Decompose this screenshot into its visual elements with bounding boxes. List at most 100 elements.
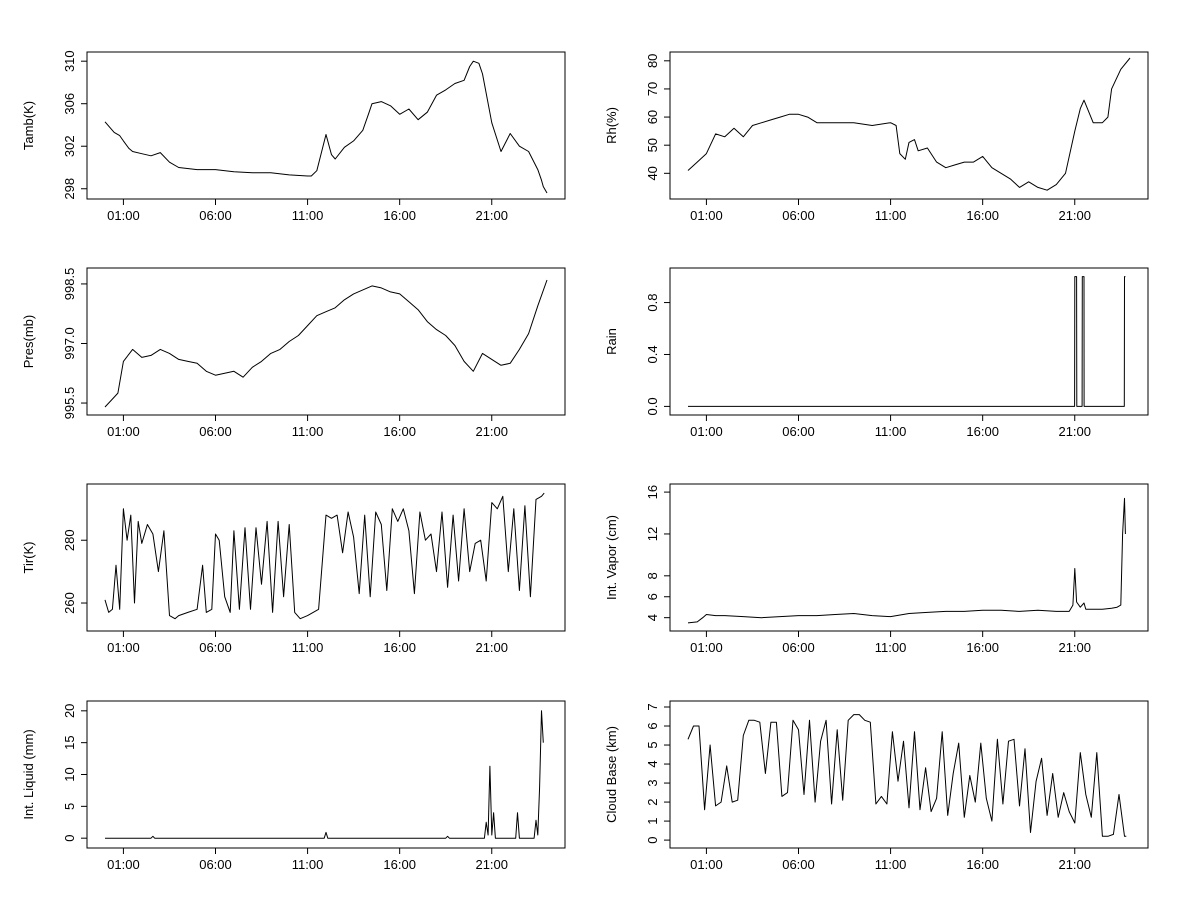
panel-8: 01:00 06:00 11:00 16:00 21:00 0 1 2 3 4 5 6 7 Cloud B… — [604, 700, 1149, 872]
panel-1-xtick-label: 11:00 — [292, 208, 324, 223]
panel-3-ylabel: Pres(mb) — [21, 315, 36, 368]
panel-8-ytick-label: 3 — [645, 779, 660, 786]
panel-7-ytick-label: 260 — [62, 592, 77, 614]
panel-2: 01:00 06:00 11:00 16:00 21:00 40 50 60 70 80 Rh(%) — [604, 51, 1149, 223]
panel-5-xtick-label: 11:00 — [875, 640, 907, 655]
panel-3-xtick-label: 06:00 — [199, 424, 232, 439]
panel-5-xtick-label: 16:00 — [966, 640, 999, 655]
panel-5-xtick-label: 01:00 — [690, 640, 723, 655]
panel-6-ytick-label: 0 — [62, 835, 77, 842]
panel-1-series-line — [104, 60, 548, 194]
panel-1-ytick-label: 310 — [62, 50, 77, 72]
panel-7: 01:00 06:00 11:00 16:00 21:00 260 280 Tir(K) — [21, 483, 566, 655]
panel-7-ylabel: Tir(K) — [21, 541, 36, 573]
panel-5-ylabel: Int. Vapor (cm) — [604, 515, 619, 600]
panel-4-xtick-label: 21:00 — [1058, 424, 1091, 439]
panel-4: 01:00 06:00 11:00 16:00 21:00 0.0 0.4 0.8 Rain — [604, 267, 1149, 439]
panel-2-ytick-label: 80 — [645, 54, 660, 68]
panel-8-xtick-label: 01:00 — [690, 857, 723, 872]
panel-1-ylabel: Tamb(K) — [21, 101, 36, 150]
panel-3-xtick-label: 01:00 — [107, 424, 140, 439]
panel-1-ytick-label: 298 — [62, 178, 77, 200]
panel-2-ytick-label: 50 — [645, 138, 660, 152]
panel-4-series-line — [688, 276, 1126, 407]
panel-6: 01:00 06:00 11:00 16:00 21:00 0 5 10 15 20 Int. Li… — [21, 700, 566, 872]
panel-2-xtick-label: 16:00 — [966, 208, 999, 223]
panel-2-frame — [669, 51, 1149, 200]
panel-2-xtick-label: 21:00 — [1058, 208, 1091, 223]
panel-6-frame — [86, 700, 566, 849]
panel-2-ytick-label: 60 — [645, 110, 660, 124]
panel-5-series-line — [687, 497, 1126, 624]
panel-5-ytick-label: 4 — [645, 614, 660, 621]
panel-4-xtick-label: 11:00 — [875, 424, 907, 439]
panel-5-ytick-label: 8 — [645, 572, 660, 579]
panel-3-xtick-label: 11:00 — [292, 424, 324, 439]
panel-2-series-line — [687, 57, 1131, 191]
panel-3-frame — [86, 267, 566, 416]
panel-1-xtick-label: 21:00 — [475, 208, 508, 223]
panel-7-xtick-label: 01:00 — [107, 640, 140, 655]
panel-5-ytick-label: 6 — [645, 593, 660, 600]
panel-6-ytick-label: 15 — [62, 735, 77, 749]
panel-4-ylabel: Rain — [604, 328, 619, 355]
panel-4-xtick-label: 16:00 — [966, 424, 999, 439]
panel-8-ytick-label: 6 — [645, 722, 660, 729]
panel-3-series-line — [104, 279, 548, 408]
panel-4-xtick-label: 01:00 — [690, 424, 723, 439]
panel-6-xtick-label: 21:00 — [475, 857, 508, 872]
panel-3-xtick-label: 21:00 — [475, 424, 508, 439]
panel-6-ylabel: Int. Liquid (mm) — [21, 729, 36, 819]
panel-2-ytick-label: 70 — [645, 82, 660, 96]
panel-1-ytick-label: 302 — [62, 135, 77, 157]
panel-8-frame — [669, 700, 1149, 849]
panel-8-ytick-label: 0 — [645, 836, 660, 843]
panel-8-xtick-label: 06:00 — [782, 857, 815, 872]
panel-8-xtick-label: 21:00 — [1058, 857, 1091, 872]
panel-2-ytick-label: 40 — [645, 166, 660, 180]
panel-2-ylabel: Rh(%) — [604, 107, 619, 144]
panel-6-ytick-label: 5 — [62, 803, 77, 810]
panel-1-ytick-label: 306 — [62, 93, 77, 115]
panel-3-ytick-label: 997.0 — [62, 327, 77, 360]
panel-7-xtick-label: 11:00 — [292, 640, 324, 655]
panel-6-series-line — [105, 710, 544, 839]
panel-6-xtick-label: 01:00 — [107, 857, 140, 872]
panel-7-ytick-label: 280 — [62, 529, 77, 551]
panel-3-ytick-label: 995.5 — [62, 387, 77, 420]
panel-1-xtick-label: 06:00 — [199, 208, 232, 223]
panel-4-ytick-label: 0.8 — [645, 294, 660, 312]
panel-1-frame — [86, 51, 566, 200]
panel-8-series-line — [687, 714, 1127, 837]
panel-5-ytick-label: 12 — [645, 527, 660, 541]
panel-5-frame — [669, 483, 1149, 632]
panel-8-ytick-label: 2 — [645, 798, 660, 805]
panel-8-ytick-label: 4 — [645, 760, 660, 767]
panel-8-ytick-label: 1 — [645, 817, 660, 824]
panel-6-ytick-label: 10 — [62, 767, 77, 781]
panel-4-frame — [669, 267, 1149, 416]
panel-7-xtick-label: 21:00 — [475, 640, 508, 655]
panel-6-xtick-label: 16:00 — [383, 857, 416, 872]
panel-5-ytick-label: 16 — [645, 485, 660, 499]
panel-8-ytick-label: 5 — [645, 741, 660, 748]
panel-6-xtick-label: 06:00 — [199, 857, 232, 872]
panel-4-xtick-label: 06:00 — [782, 424, 815, 439]
panel-1: 01:00 06:00 11:00 16:00 21:00 298 302 306 310 Tam… — [21, 50, 566, 223]
panel-7-frame — [86, 483, 566, 632]
panel-6-xtick-label: 11:00 — [292, 857, 324, 872]
panel-7-xtick-label: 16:00 — [383, 640, 416, 655]
panel-2-xtick-label: 11:00 — [875, 208, 907, 223]
panel-7-xtick-label: 06:00 — [199, 640, 232, 655]
panel-1-xtick-label: 01:00 — [107, 208, 140, 223]
panel-8-xtick-label: 16:00 — [966, 857, 999, 872]
panel-3-ytick-label: 998.5 — [62, 268, 77, 301]
panel-4-ytick-label: 0.0 — [645, 397, 660, 415]
panel-1-xtick-label: 16:00 — [383, 208, 416, 223]
panel-2-xtick-label: 06:00 — [782, 208, 815, 223]
panel-3: 01:00 06:00 11:00 16:00 21:00 995.5 997.0 998.5… — [21, 267, 566, 439]
panel-7-series-line — [104, 492, 545, 620]
panel-3-xtick-label: 16:00 — [383, 424, 416, 439]
